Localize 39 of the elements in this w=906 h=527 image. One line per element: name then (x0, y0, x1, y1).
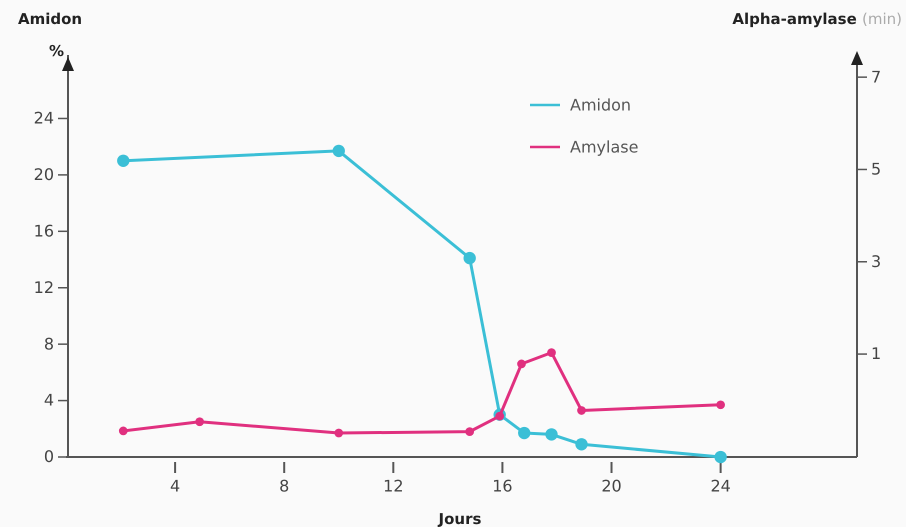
point (464, 252, 476, 264)
y-axis-title: Amidon (18, 10, 82, 28)
point (545, 428, 558, 441)
y-tick-label: 20 (34, 165, 54, 184)
legend-label: Amylase (570, 138, 638, 157)
point (575, 438, 588, 450)
y2-axis-title: Alpha-amylase (min) (732, 10, 902, 28)
y2-tick-label: 5 (871, 160, 882, 179)
y-tick-label: 8 (44, 334, 54, 354)
text: % (48, 42, 64, 60)
point (465, 427, 474, 436)
x-tick-label: 4 (170, 476, 180, 496)
x-tick-label: 8 (279, 476, 290, 496)
point (495, 412, 504, 420)
point (716, 400, 725, 410)
x-tick-label: 16 (492, 476, 513, 496)
point (118, 426, 128, 436)
point (334, 428, 344, 438)
point (195, 417, 204, 426)
legend-label: Amidon (570, 96, 632, 115)
point (714, 450, 727, 464)
point (517, 360, 526, 368)
point (117, 154, 130, 167)
x-tick-label: 12 (383, 476, 404, 496)
y-tick-label: 4 (44, 390, 54, 410)
point (518, 426, 530, 440)
y-tick-label: 16 (34, 221, 54, 240)
y-tick-label: 12 (34, 278, 54, 297)
point (547, 348, 556, 357)
y-tick-label: 0 (44, 447, 54, 466)
y2-tick-label: 3 (871, 252, 882, 271)
y2-tick-label: 7 (871, 67, 882, 86)
x-tick-label: 24 (710, 476, 731, 496)
x-axis-title: Jours (438, 510, 482, 527)
point (577, 406, 586, 415)
y-tick-label: 24 (34, 108, 54, 128)
x-tick-label: 20 (601, 476, 622, 496)
y2-tick-label: 1 (871, 344, 882, 364)
point (332, 144, 345, 158)
